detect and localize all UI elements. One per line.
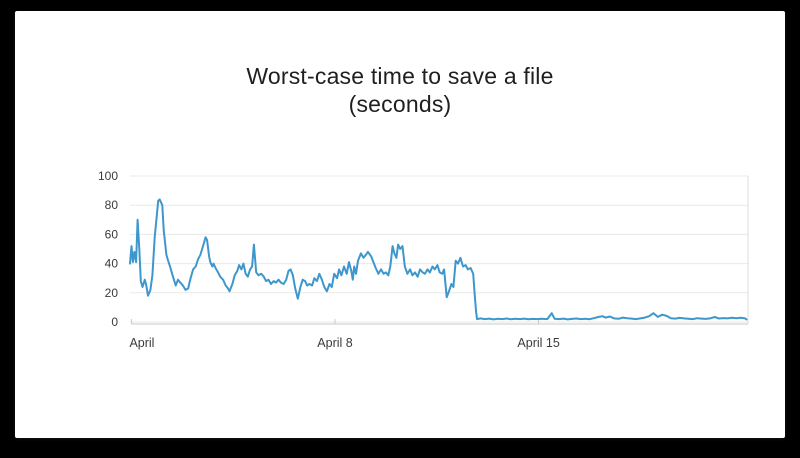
- y-tick-label: 80: [105, 198, 119, 212]
- grid-lines: [130, 175, 748, 323]
- y-tick-label: 0: [111, 315, 118, 329]
- y-tick-label: 20: [105, 286, 119, 300]
- chart-title-line1: Worst-case time to save a file: [246, 63, 554, 89]
- x-axis-labels: April April 8 April 15: [129, 319, 560, 350]
- x-tick-label: April: [129, 336, 154, 350]
- x-tick-label: April 15: [517, 336, 559, 350]
- data-line-worst-case-save-time: [129, 198, 748, 321]
- chart-card: Worst-case time to save a file (seconds)…: [15, 11, 785, 438]
- x-tick-label: April 8: [317, 336, 352, 350]
- y-tick-label: 60: [105, 227, 119, 241]
- y-tick-label: 40: [105, 257, 119, 271]
- chart-title-line2: (seconds): [348, 91, 452, 117]
- line-chart: 0 20 40 60 80 100 April April 8 April 15: [98, 169, 749, 350]
- chart-title: Worst-case time to save a file (seconds): [15, 62, 785, 118]
- y-axis-labels: 0 20 40 60 80 100: [98, 169, 118, 329]
- y-tick-label: 100: [98, 169, 118, 183]
